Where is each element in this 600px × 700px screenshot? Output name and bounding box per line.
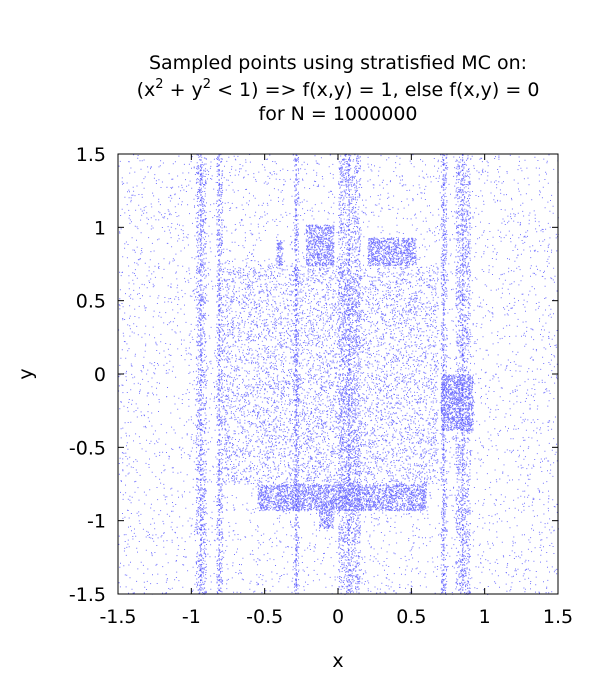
x-tick-label: 0 (332, 606, 344, 628)
chart-title-line1: Sampled points using stratisfied MC on: (149, 52, 527, 74)
chart-title-line3: for N = 1000000 (259, 103, 418, 125)
plot-frame (117, 153, 559, 595)
y-tick-label: 0.5 (76, 291, 106, 313)
scatter-points-layer (118, 154, 559, 595)
x-tick-label: -1 (182, 606, 201, 628)
title-line2-mid: + y (164, 79, 203, 101)
y-tick-label: -1.5 (69, 584, 106, 606)
x-tick-label: 1 (479, 606, 491, 628)
title-line2-sup2: 2 (203, 77, 211, 92)
chart-title-line2: (x2 + y2 < 1) => f(x,y) = 1, else f(x,y)… (137, 77, 540, 101)
sampled-points (118, 154, 559, 595)
title-line2-suffix: < 1) => f(x,y) = 1, else f(x,y) = 0 (211, 79, 539, 101)
x-axis-label: x (332, 650, 343, 672)
y-tick-label: -0.5 (69, 437, 106, 459)
x-tick-label: -1.5 (99, 606, 136, 628)
ticks-layer: -1.5 -1 -0.5 0 0.5 1 1.5 -1.5 -1 -0.5 0 0.5 1 1.5 (69, 144, 573, 628)
y-tick-label: -1 (87, 511, 106, 533)
title-line2-sup1: 2 (155, 77, 163, 92)
y-tick-label: 1.5 (76, 144, 106, 166)
x-tick-label: -0.5 (246, 606, 283, 628)
x-tick-label: 1.5 (543, 606, 573, 628)
y-tick-label: 0 (94, 364, 106, 386)
title-line2-prefix: (x (137, 79, 156, 101)
y-tick-label: 1 (94, 217, 106, 239)
y-axis-label: y (15, 368, 37, 379)
x-tick-label: 0.5 (396, 606, 426, 628)
